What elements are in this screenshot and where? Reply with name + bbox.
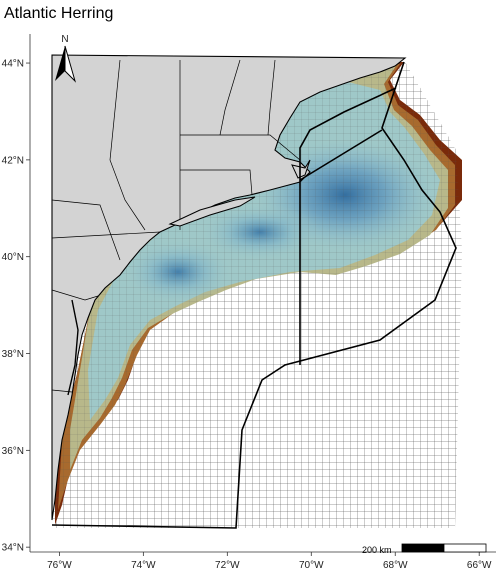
y-tick-label: 38°N <box>2 349 24 360</box>
scale-bar: 200 km <box>362 543 487 555</box>
land-layer <box>51 54 407 521</box>
x-tick-label: 66°W <box>467 560 492 571</box>
scale-bar-label: 200 km <box>362 545 392 555</box>
y-tick-label: 44°N <box>2 59 24 70</box>
x-tick-label: 72°W <box>215 560 240 571</box>
x-axis-ticks: 76°W 74°W 72°W 70°W 68°W 66°W <box>47 552 492 571</box>
y-tick-label: 40°N <box>2 252 24 263</box>
y-axis-ticks: 44°N 42°N 40°N 38°N 36°N 34°N <box>2 59 30 554</box>
north-arrow-icon: N <box>55 34 77 83</box>
x-tick-label: 70°W <box>299 560 324 571</box>
x-tick-label: 76°W <box>47 560 72 571</box>
north-arrow-label: N <box>61 34 68 45</box>
map-title: Atlantic Herring <box>4 5 114 22</box>
x-tick-label: 68°W <box>383 560 408 571</box>
y-tick-label: 36°N <box>2 446 24 457</box>
management-boundaries <box>51 61 457 529</box>
y-tick-label: 34°N <box>2 543 24 554</box>
x-tick-label: 74°W <box>131 560 156 571</box>
y-tick-label: 42°N <box>2 155 24 166</box>
